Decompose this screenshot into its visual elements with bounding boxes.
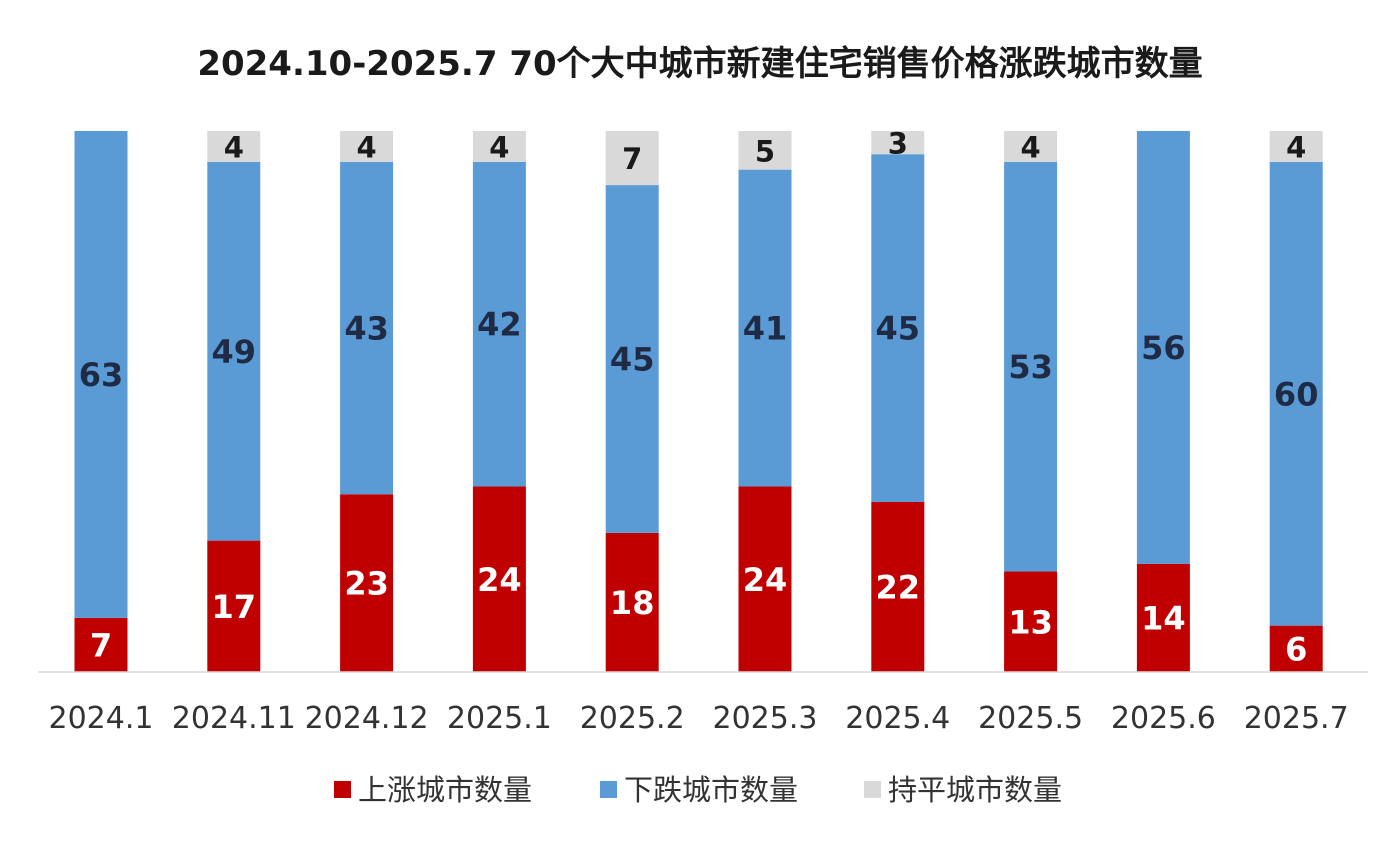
data-label-flat-2025.3: 5 [755,134,775,168]
data-label-rise-2025.3: 24 [743,561,788,599]
data-label-fall-2025.6: 56 [1141,329,1186,367]
data-label-fall-2025.5: 53 [1008,348,1053,386]
data-label-flat-2024.11: 4 [224,130,244,164]
bar-segment-flat-2025.3 [738,131,792,170]
data-label-flat-2025.5: 4 [1021,130,1041,164]
bar-segment-rise-2024.11 [207,540,261,672]
x-tick-label: 2025.2 [580,701,685,736]
data-label-fall-2024.12: 43 [344,310,389,348]
bar-segment-fall-2024.12 [340,161,394,495]
bar-segment-fall-2025.2 [605,185,659,533]
bar-segment-fall-2025.1 [472,161,526,487]
data-label-rise-2024.11: 17 [212,588,257,626]
x-tick-label: 2025.4 [845,701,950,736]
data-label-fall-2025.3: 41 [743,310,788,348]
legend: 上涨城市数量 下跌城市数量 持平城市数量 [334,773,1062,807]
data-label-rise-2025.2: 18 [610,584,655,622]
bar-segment-flat-2024.11 [207,131,261,162]
bar-segment-rise-2024.1 [74,617,128,672]
data-labels-layer: 7631749423434244241845724415224531353414… [79,127,1319,669]
bar-segment-rise-2025.7 [1269,625,1323,672]
bar-segment-fall-2024.11 [207,161,261,541]
bar-segment-fall-2025.3 [738,169,792,487]
legend-label-flat: 持平城市数量 [888,773,1062,807]
bar-segment-rise-2025.6 [1136,563,1190,672]
data-label-flat-2025.4: 3 [888,127,908,161]
data-label-fall-2025.4: 45 [876,310,921,348]
bar-segment-fall-2025.6 [1136,131,1190,564]
data-label-rise-2024.12: 23 [344,565,389,603]
data-label-flat-2025.1: 4 [489,130,509,164]
x-tick-labels: 2024.1 2024.11 2024.12 2025.1 2025.2 2025.3 20… [49,701,1349,736]
x-tick-label: 2024.12 [305,701,429,736]
bar-segment-rise-2025.4 [871,501,925,672]
bar-segment-rise-2025.2 [605,532,659,672]
data-label-fall-2025.1: 42 [477,306,522,344]
legend-swatch-rise [334,781,351,798]
legend-swatch-fall [600,781,617,798]
data-label-rise-2025.1: 24 [477,561,522,599]
legend-label-fall: 下跌城市数量 [624,773,798,807]
bar-segment-fall-2025.5 [1004,161,1058,572]
x-tick-label: 2025.5 [978,701,1083,736]
data-label-fall-2024.1: 63 [79,356,124,394]
bar-segment-flat-2024.12 [340,131,394,162]
bar-segment-flat-2025.7 [1269,131,1323,162]
bars-layer [74,131,1323,672]
data-label-fall-2025.2: 45 [610,341,655,379]
bar-segment-fall-2024.1 [74,131,128,618]
data-label-rise-2024.1: 7 [90,626,112,664]
data-label-flat-2024.12: 4 [357,130,377,164]
bar-segment-rise-2025.5 [1004,571,1058,672]
bar-segment-rise-2025.3 [738,486,792,672]
data-label-flat-2025.2: 7 [622,142,642,176]
bar-segment-flat-2025.2 [605,131,659,186]
x-tick-label: 2025.7 [1244,701,1349,736]
bar-segment-fall-2025.7 [1269,161,1323,626]
legend-label-rise: 上涨城市数量 [358,773,532,807]
data-label-rise-2025.7: 6 [1285,630,1307,668]
bar-segment-rise-2024.12 [340,494,394,672]
x-tick-label: 2025.3 [713,701,818,736]
bar-segment-rise-2025.1 [472,486,526,672]
legend-swatch-flat [864,781,881,798]
data-label-fall-2025.7: 60 [1274,375,1319,413]
data-label-fall-2024.11: 49 [212,333,257,371]
bar-segment-flat-2025.1 [472,131,526,162]
chart-title: 2024.10-2025.7 70个大中城市新建住宅销售价格涨跌城市数量 [197,44,1202,84]
data-label-rise-2025.4: 22 [876,569,921,607]
bar-segment-flat-2025.5 [1004,131,1058,162]
x-tick-label: 2024.11 [172,701,296,736]
data-label-flat-2025.7: 4 [1286,130,1306,164]
data-label-rise-2025.6: 14 [1141,599,1186,637]
x-tick-label: 2025.6 [1111,701,1216,736]
data-label-rise-2025.5: 13 [1008,603,1053,641]
x-tick-label: 2024.1 [49,701,154,736]
x-tick-label: 2025.1 [447,701,552,736]
bar-segment-fall-2025.4 [871,154,925,502]
bar-segment-flat-2025.4 [871,131,925,155]
